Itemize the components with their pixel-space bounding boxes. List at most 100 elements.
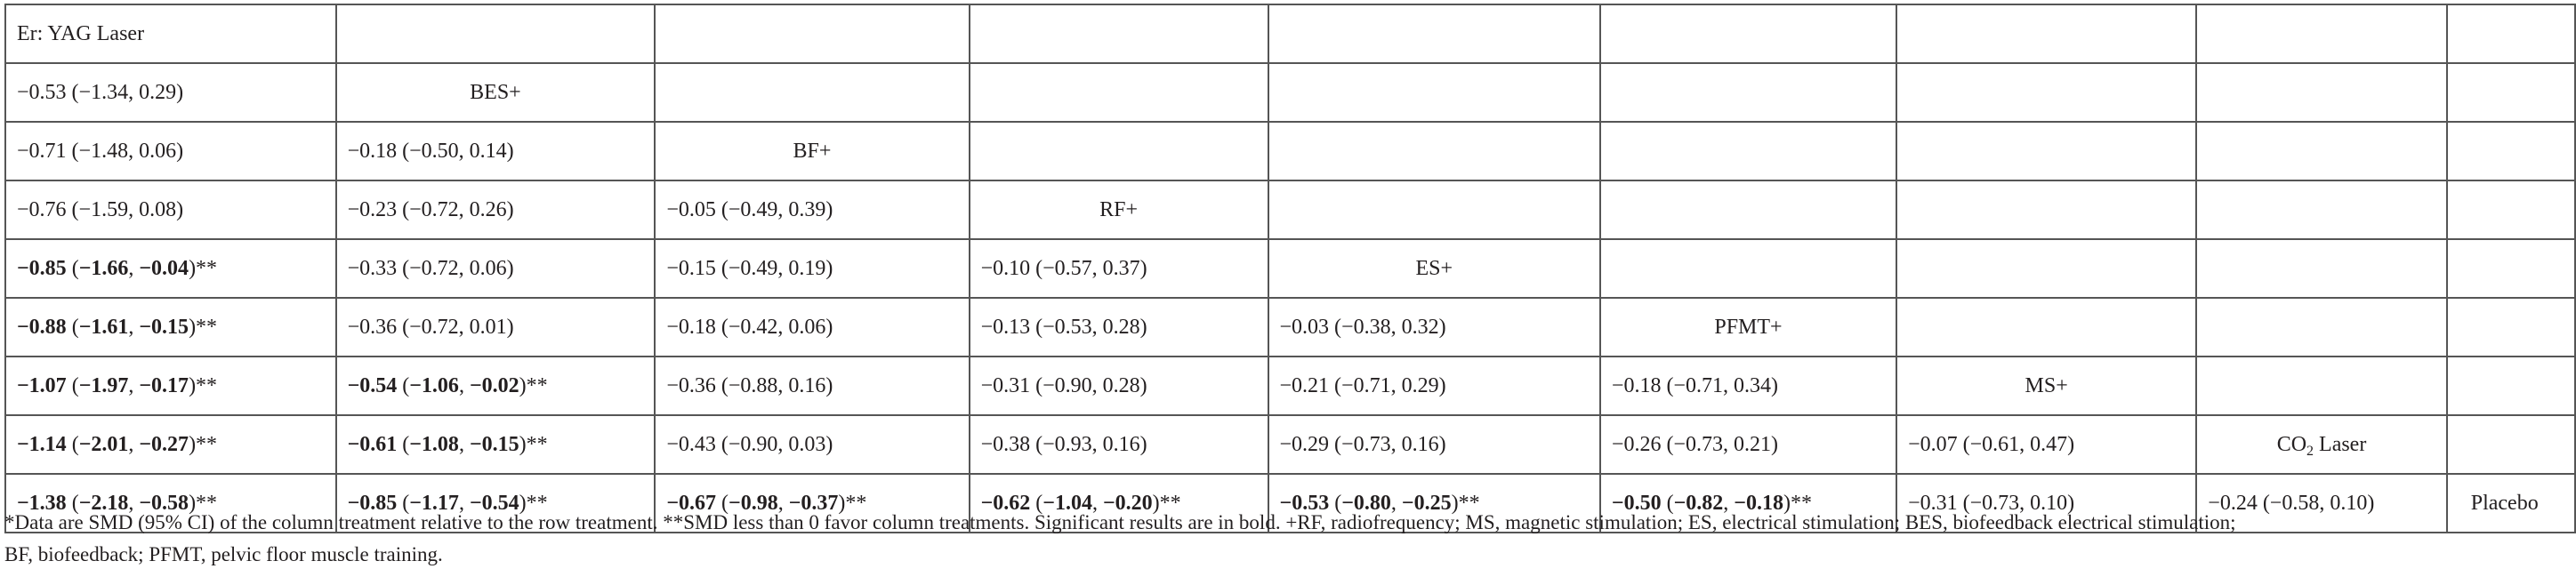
empty-cell [1896, 297, 2198, 357]
empty-cell [1896, 62, 2198, 123]
cell-text: )** [1152, 491, 1181, 515]
significant-value: −0.50 [1611, 491, 1662, 515]
empty-cell [1598, 180, 1898, 240]
comparison-cell: −0.53 (−0.80, −0.25)** [1267, 473, 1601, 533]
empty-cell [1598, 62, 1898, 123]
cell-text: )** [519, 373, 548, 397]
table-row: −0.88 (−1.61, −0.15)** −0.36 (−0.72, 0.01… [4, 297, 2576, 357]
empty-cell [1267, 62, 1601, 123]
cell-text: , [128, 315, 140, 339]
cell-text: −0.36 (−0.88, 0.16) [666, 373, 833, 397]
cell-text: −0.29 (−0.73, 0.16) [1279, 432, 1446, 456]
cell-text: , [458, 432, 470, 456]
cell-text: −0.05 (−0.49, 0.39) [666, 197, 833, 221]
significant-value: −1.08 [409, 432, 459, 456]
cell-text: ( [66, 315, 79, 339]
comparison-cell: −0.23 (−0.72, 0.26) [334, 180, 656, 240]
treatment-label: PFMT+ [1598, 297, 1898, 357]
treatment-label: BES+ [334, 62, 656, 123]
subscript: 2 [2306, 443, 2314, 459]
cell-text: −0.21 (−0.71, 0.29) [1279, 373, 1446, 397]
comparison-cell: −0.05 (−0.49, 0.39) [654, 180, 970, 240]
empty-cell [2445, 121, 2576, 181]
league-table-body: Er: YAG Laser −0.53 (−1.34, 0.29) BES+ −0.7… [4, 4, 2576, 533]
cell-text: )** [189, 373, 218, 397]
significant-value: −0.62 [980, 491, 1031, 515]
significant-value: −0.53 [1279, 491, 1330, 515]
cell-text: , [1723, 491, 1735, 515]
cell-text: −0.38 (−0.93, 0.16) [980, 432, 1147, 456]
empty-cell [2195, 121, 2448, 181]
table-row: −1.38 (−2.18, −0.58)** −0.85 (−1.17, −0.5… [4, 473, 2576, 533]
cell-text: , [128, 373, 140, 397]
empty-cell [2195, 238, 2448, 299]
empty-cell [2445, 62, 2576, 123]
cell-text: )** [1783, 491, 1812, 515]
cell-text: )** [189, 432, 218, 456]
significant-value: −1.07 [17, 373, 67, 397]
comparison-cell: −0.18 (−0.42, 0.06) [654, 297, 970, 357]
footnote-line-2: BF, biofeedback; PFMT, pelvic floor musc… [4, 543, 443, 565]
comparison-cell: −0.62 (−1.04, −0.20)** [968, 473, 1269, 533]
significant-value: −0.54 [347, 373, 398, 397]
empty-cell [2445, 180, 2576, 240]
footnote-line-1: *Data are SMD (95% CI) of the column tre… [4, 511, 2236, 533]
empty-cell [968, 121, 1269, 181]
empty-cell [2195, 62, 2448, 123]
cell-text: −0.07 (−0.61, 0.47) [1908, 432, 2075, 456]
significant-value: −0.67 [666, 491, 717, 515]
cell-text: −0.31 (−0.73, 0.10) [1908, 491, 2075, 515]
treatment-label: Er: YAG Laser [4, 4, 337, 64]
treatment-label: RF+ [968, 180, 1269, 240]
empty-cell [2445, 356, 2576, 416]
empty-cell [1267, 180, 1601, 240]
cell-text: −0.36 (−0.72, 0.01) [347, 315, 514, 339]
cell-text: ( [1030, 491, 1043, 515]
treatment-label: MS+ [1896, 356, 2198, 416]
cell-text: −0.76 (−1.59, 0.08) [17, 197, 184, 221]
comparison-cell: −0.31 (−0.90, 0.28) [968, 356, 1269, 416]
significant-value: −0.27 [139, 432, 189, 456]
cell-text: ( [716, 491, 729, 515]
empty-cell [1267, 121, 1601, 181]
comparison-cell: −0.26 (−0.73, 0.21) [1598, 414, 1898, 475]
treatment-label-text: Laser [2314, 432, 2367, 456]
empty-cell [1896, 121, 2198, 181]
comparison-cell: −0.88 (−1.61, −0.15)** [4, 297, 337, 357]
significant-value: −1.97 [78, 373, 129, 397]
significant-value: −0.17 [139, 373, 189, 397]
cell-text: )** [189, 256, 218, 280]
comparison-cell: −0.24 (−0.58, 0.10) [2195, 473, 2448, 533]
comparison-cell: −0.13 (−0.53, 0.28) [968, 297, 1269, 357]
empty-cell [1896, 180, 2198, 240]
comparison-cell: −0.36 (−0.72, 0.01) [334, 297, 656, 357]
cell-text: )** [1451, 491, 1480, 515]
empty-cell [1598, 4, 1898, 64]
cell-text: )** [519, 491, 548, 515]
comparison-cell: −0.29 (−0.73, 0.16) [1267, 414, 1601, 475]
table-row: Er: YAG Laser [4, 4, 2576, 64]
cell-text: ( [66, 432, 79, 456]
comparison-cell: −0.61 (−1.08, −0.15)** [334, 414, 656, 475]
cell-text: −0.15 (−0.49, 0.19) [666, 256, 833, 280]
cell-text: −0.71 (−1.48, 0.06) [17, 139, 184, 163]
treatment-label: ES+ [1267, 238, 1601, 299]
cell-text: , [1091, 491, 1103, 515]
empty-cell [334, 4, 656, 64]
table-row: −0.53 (−1.34, 0.29) BES+ [4, 62, 2576, 123]
cell-text: −0.13 (−0.53, 0.28) [980, 315, 1147, 339]
cell-text: , [128, 256, 140, 280]
table-row: −0.71 (−1.48, 0.06) −0.18 (−0.50, 0.14) BF… [4, 121, 2576, 181]
significant-value: −0.02 [469, 373, 519, 397]
cell-text: , [458, 373, 470, 397]
significant-value: −0.98 [729, 491, 778, 515]
comparison-cell: −1.14 (−2.01, −0.27)** [4, 414, 337, 475]
table-row: −1.07 (−1.97, −0.17)** −0.54 (−1.06, −0.0… [4, 356, 2576, 416]
comparison-cell: −0.71 (−1.48, 0.06) [4, 121, 337, 181]
comparison-cell: −0.31 (−0.73, 0.10) [1896, 473, 2198, 533]
cell-text: , [128, 432, 140, 456]
empty-cell [1598, 238, 1898, 299]
comparison-cell: −0.18 (−0.71, 0.34) [1598, 356, 1898, 416]
cell-text: −0.18 (−0.50, 0.14) [347, 139, 514, 163]
